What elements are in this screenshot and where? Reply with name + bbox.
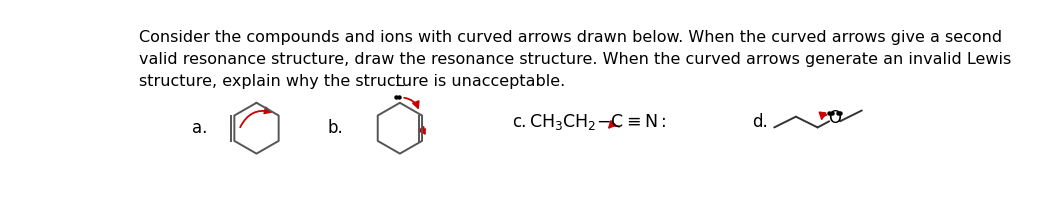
- Text: b.: b.: [328, 119, 343, 137]
- Text: $\mathsf{CH_3CH_2{-}C{\equiv}N:}$: $\mathsf{CH_3CH_2{-}C{\equiv}N:}$: [529, 112, 667, 132]
- Text: a.: a.: [192, 119, 208, 137]
- FancyArrowPatch shape: [819, 112, 827, 119]
- Text: c.: c.: [512, 113, 527, 131]
- Text: $-$: $-$: [394, 79, 405, 92]
- FancyArrowPatch shape: [610, 121, 619, 128]
- FancyArrowPatch shape: [241, 108, 271, 127]
- Text: O: O: [828, 109, 842, 127]
- Text: Consider the compounds and ions with curved arrows drawn below. When the curved : Consider the compounds and ions with cur…: [139, 30, 1011, 89]
- FancyArrowPatch shape: [404, 98, 419, 108]
- Text: d.: d.: [753, 113, 768, 131]
- FancyArrowPatch shape: [419, 127, 425, 134]
